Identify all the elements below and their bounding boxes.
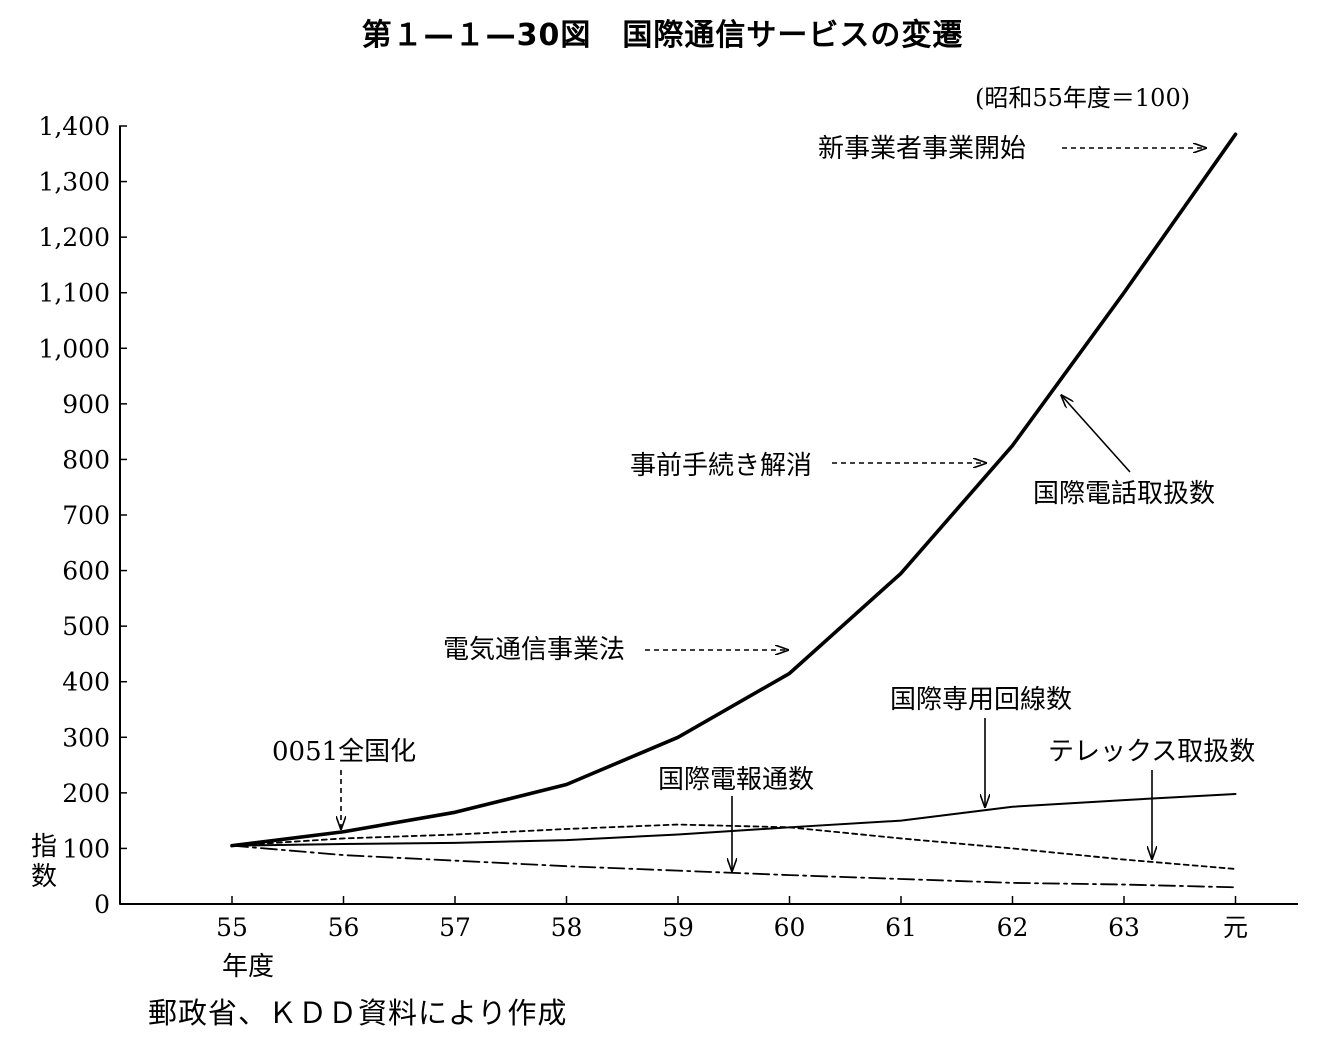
x-axis-label: 年度 xyxy=(222,952,274,982)
y-axis-label: 数 xyxy=(31,862,57,892)
series-label-arrow xyxy=(1062,396,1131,473)
y-axis-label: 指 xyxy=(31,832,57,862)
y-tick-label: 1,200 xyxy=(38,223,110,252)
x-tick-label: 58 xyxy=(551,913,583,942)
y-tick-label: 800 xyxy=(62,445,110,474)
x-tick-label: 63 xyxy=(1108,913,1140,942)
x-tick-label: 55 xyxy=(216,913,248,942)
series-line xyxy=(231,792,1237,847)
y-tick-label: 1,300 xyxy=(38,168,110,197)
y-tick-label: 600 xyxy=(62,557,110,586)
y-tick-label: 1,000 xyxy=(38,334,110,363)
event-annotation: 電気通信事業法 xyxy=(443,635,625,665)
y-tick-label: 700 xyxy=(62,501,110,530)
event-annotation: 新事業者事業開始 xyxy=(818,134,1026,164)
x-tick-label: 56 xyxy=(328,913,360,942)
x-tick-label: 61 xyxy=(885,913,917,942)
source-note: 郵政省、ＫＤＤ資料により作成 xyxy=(148,996,568,1030)
x-tick-label: 57 xyxy=(439,913,471,942)
x-tick-label: 59 xyxy=(662,913,694,942)
series-line xyxy=(230,132,1238,848)
y-tick-label: 500 xyxy=(62,612,110,641)
y-tick-label: 200 xyxy=(62,779,110,808)
y-tick-label: 100 xyxy=(62,834,110,863)
y-axis-ticks: 0 100 200 300 400 500 600 700 800 900 1,000 1,100 1,… xyxy=(38,112,127,919)
series-lines xyxy=(230,132,1238,889)
x-tick-label: 元 xyxy=(1223,913,1248,942)
event-annotation: 事前手続き解消 xyxy=(630,451,812,481)
series-label: テレックス取扱数 xyxy=(1048,737,1255,767)
chart-title: 第１—１—30図 国際通信サービスの変遷 xyxy=(361,18,964,53)
y-tick-label: 300 xyxy=(62,723,110,752)
base-year-note: (昭和55年度＝100) xyxy=(975,84,1191,112)
series-label: 国際専用回線数 xyxy=(890,685,1072,715)
y-tick-label: 1,100 xyxy=(38,279,110,308)
y-tick-label: 400 xyxy=(62,668,110,697)
event-annotation: 0051全国化 xyxy=(272,737,416,767)
x-tick-label: 60 xyxy=(774,913,806,942)
y-tick-label: 0 xyxy=(94,890,110,919)
series-line xyxy=(231,844,1237,889)
series-line xyxy=(231,823,1237,870)
y-tick-label: 1,400 xyxy=(38,112,110,141)
y-tick-label: 900 xyxy=(62,390,110,419)
x-tick-label: 62 xyxy=(997,913,1029,942)
x-axis-ticks: 55 56 57 58 59 60 61 62 63 元 xyxy=(216,896,1248,942)
series-label: 国際電報通数 xyxy=(658,765,814,795)
series-label: 国際電話取扱数 xyxy=(1033,479,1215,509)
